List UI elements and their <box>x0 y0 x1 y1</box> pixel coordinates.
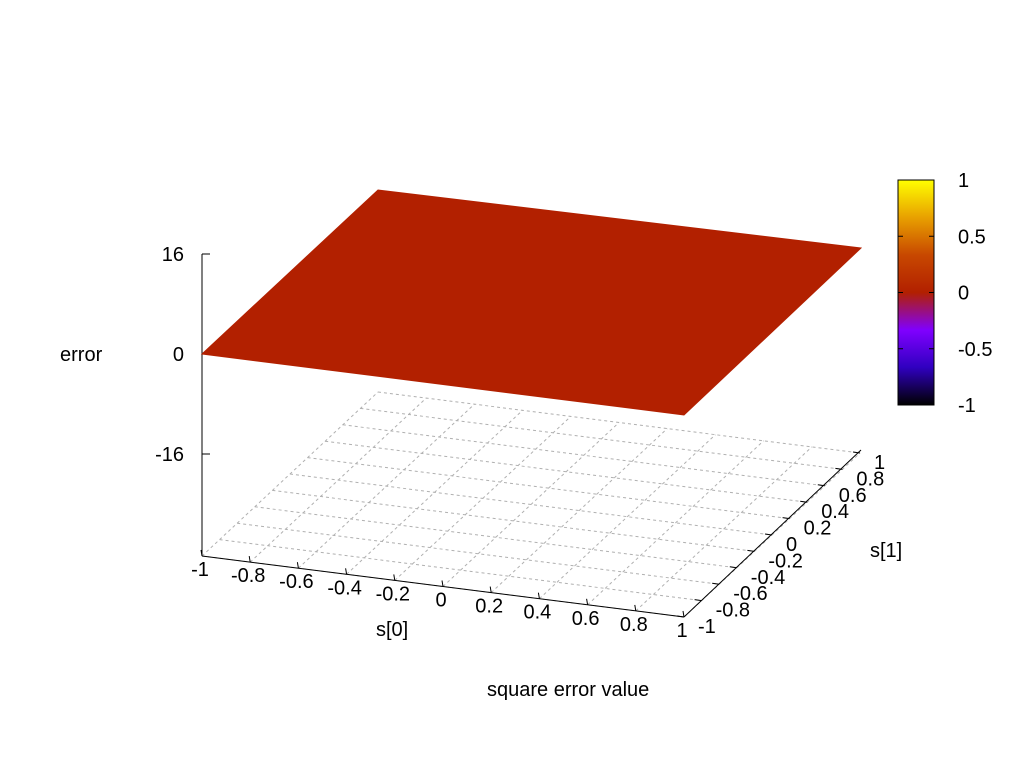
grid-line-x <box>539 434 716 600</box>
y-tick-label: 0 <box>786 534 797 556</box>
x-tick-label: 0.8 <box>620 614 648 636</box>
colorbar-gradient <box>897 179 935 406</box>
z-axis-label: error <box>60 344 103 366</box>
x-tick <box>489 586 492 593</box>
x-tick-label: 0.6 <box>572 608 600 630</box>
floor-grid <box>201 391 861 618</box>
grid-line-y <box>254 506 737 569</box>
x-tick <box>345 568 348 575</box>
x-tick-label: 1 <box>676 620 687 642</box>
y-tick <box>782 517 790 520</box>
y-tick <box>676 615 685 618</box>
x-tick-label: 0.4 <box>523 602 551 624</box>
grid-line-y <box>289 473 773 536</box>
y-axis-label: s[1] <box>870 540 902 562</box>
grid-line-y <box>342 424 825 487</box>
y-axis-line <box>683 449 862 618</box>
grid-line-y <box>325 440 808 503</box>
y-tick-label: -1 <box>698 616 716 638</box>
y-tick <box>852 451 861 454</box>
colorbar-tick-label: -1 <box>958 395 976 417</box>
y-tick <box>835 467 843 470</box>
y-tick-label: 1 <box>874 452 885 474</box>
z-tick-label: -16 <box>155 444 184 466</box>
y-tick-label: 0.8 <box>856 468 884 490</box>
x-tick-label: -0.8 <box>231 565 265 587</box>
z-tick-label: 0 <box>173 344 184 366</box>
y-tick-label: 0.4 <box>821 501 849 523</box>
x-tick <box>537 592 540 599</box>
x-tick-label: -0.6 <box>279 571 313 593</box>
x-tick <box>441 580 444 587</box>
grid-line-y <box>237 522 720 585</box>
colorbar: 1 0.5 0 -0.5 -1 <box>897 170 992 417</box>
y-tick <box>729 566 737 569</box>
x-axis-label: s[0] <box>376 619 408 641</box>
x-tick-label: -0.4 <box>327 577 361 599</box>
y-tick <box>800 500 808 503</box>
x-tick-label: 0.2 <box>475 596 503 618</box>
colorbar-tick-label: 0 <box>958 283 969 305</box>
x-tick <box>634 604 637 611</box>
y-tick <box>764 533 773 536</box>
x-tick <box>248 556 251 563</box>
grid-line-y <box>272 489 755 552</box>
x-tick-label: 0 <box>435 590 446 612</box>
y-tick-label: 0.6 <box>839 485 867 507</box>
x-tick <box>586 598 589 605</box>
colorbar-tick-label: -0.5 <box>958 339 992 361</box>
grid-line-y <box>377 391 861 454</box>
x-tick-label: -0.2 <box>376 583 410 605</box>
grid-line-y <box>219 539 702 602</box>
error-surface <box>200 189 863 416</box>
colorbar-tick-label: 1 <box>958 170 969 192</box>
grid-line-x <box>587 440 764 606</box>
surface-layer <box>200 189 863 416</box>
y-tick-label: -0.6 <box>733 583 767 605</box>
y-tick <box>747 549 755 552</box>
colorbar-tick-label: 0.5 <box>958 226 986 248</box>
footer-label: square error value <box>487 679 649 701</box>
x-tick <box>200 549 203 557</box>
grid-line-y <box>360 407 843 470</box>
y-tick-label: -0.8 <box>716 600 750 622</box>
grid-line-x <box>635 446 813 612</box>
x-tick <box>296 562 299 569</box>
grid-line-x <box>490 428 668 593</box>
grid-line-y <box>307 457 790 520</box>
y-tick <box>694 599 702 602</box>
y-tick <box>712 582 720 585</box>
y-tick-label: -0.2 <box>768 550 802 572</box>
z-tick-label: 16 <box>162 244 184 266</box>
y-tick <box>817 484 825 487</box>
x-tick <box>682 610 685 618</box>
x-tick-label: -1 <box>191 559 209 581</box>
y-tick-label: -0.4 <box>751 567 785 589</box>
y-tick-label: 0.2 <box>804 518 832 540</box>
x-tick <box>393 574 396 581</box>
